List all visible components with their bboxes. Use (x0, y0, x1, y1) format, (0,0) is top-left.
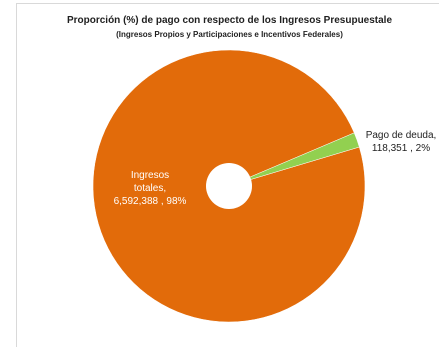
chart-subtitle: (Ingresos Propios y Participaciones e In… (116, 30, 343, 39)
data-label-pago-de-deuda: Pago de deuda, 118,351 , 2% (366, 130, 437, 154)
data-label-ingresos-totales: Ingresos totales, 6,592,388 , 98% (114, 170, 187, 207)
pie-slice-pago-de-deuda (228, 132, 360, 187)
pie-center-hole (206, 163, 252, 209)
chart-title: Proporción (%) de pago con respecto de l… (66, 15, 393, 26)
